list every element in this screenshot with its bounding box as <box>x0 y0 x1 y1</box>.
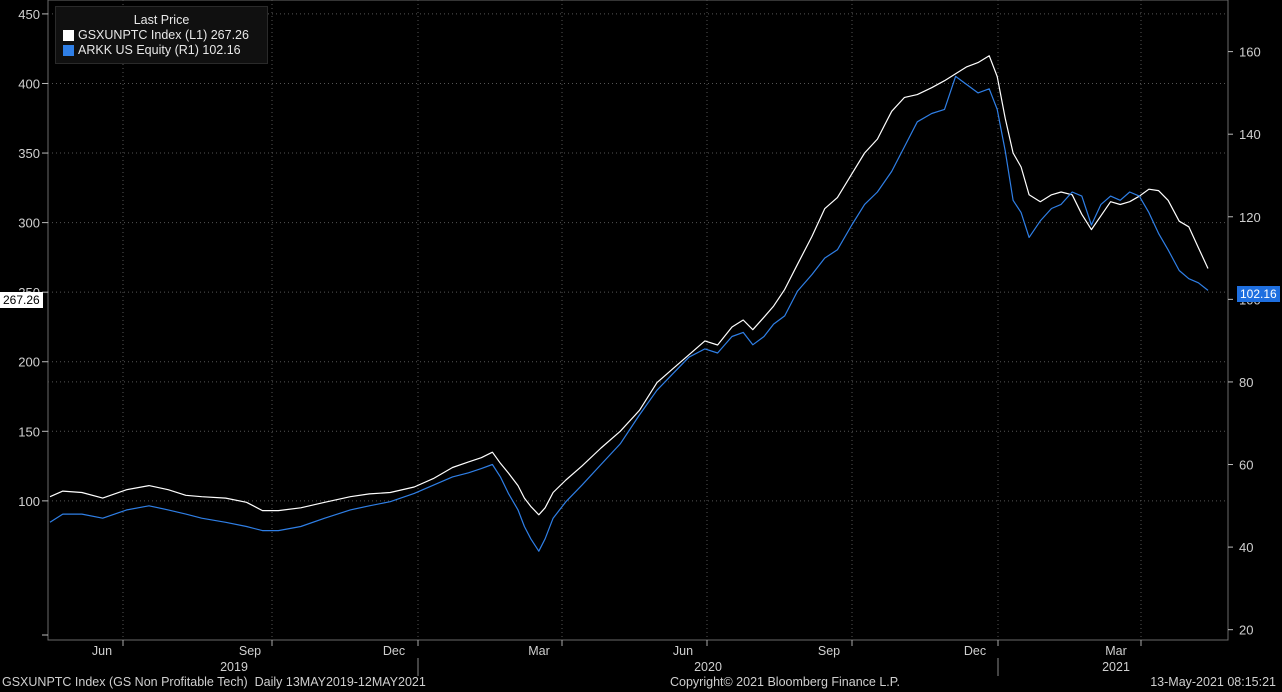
x-axis-month-label: Jun <box>673 644 693 658</box>
footer-copyright: Copyright© 2021 Bloomberg Finance L.P. <box>670 675 900 689</box>
legend-last-value: 267.26 <box>210 28 249 42</box>
footer-description: GSXUNPTC Index (GS Non Profitable Tech) … <box>2 675 426 689</box>
left-last-value-label: 267.26 <box>0 292 43 308</box>
left-axis-tick-label: 150 <box>18 424 40 439</box>
legend-axis: (L1) <box>185 28 208 42</box>
series-line-arkk <box>49 75 1209 552</box>
x-axis-year-label: 2020 <box>694 660 722 674</box>
x-axis-month-label: Dec <box>383 644 405 658</box>
x-axis-year-label: 2021 <box>1102 660 1130 674</box>
legend-axis: (R1) <box>174 43 199 57</box>
right-axis-tick-label: 120 <box>1239 210 1261 225</box>
left-axis-tick-label: 300 <box>18 216 40 231</box>
legend-item-arkk[interactable]: ARKK US Equity (R1) 102.16 <box>63 43 267 57</box>
legend-swatch-blue <box>63 44 74 56</box>
right-axis-tick-label: 40 <box>1239 540 1253 555</box>
chart-legend: Last Price GSXUNPTC Index (L1) 267.26 AR… <box>55 6 268 64</box>
x-axis-year-label: 2019 <box>220 660 248 674</box>
legend-ticker: ARKK US Equity <box>78 43 172 57</box>
series-line-gsxunptc <box>49 55 1209 516</box>
x-axis-month-label: Mar <box>528 644 550 658</box>
right-axis-tick-label: 20 <box>1239 623 1253 638</box>
right-axis-tick-label: 60 <box>1239 458 1253 473</box>
right-last-value-label: 102.16 <box>1237 286 1280 302</box>
left-axis-tick-label: 450 <box>18 7 40 22</box>
footer-timestamp: 13-May-2021 08:15:21 <box>1150 675 1276 689</box>
legend-swatch-white <box>63 29 74 41</box>
legend-item-gsxunptc[interactable]: GSXUNPTC Index (L1) 267.26 <box>63 28 267 42</box>
left-axis-tick-label: 400 <box>18 76 40 91</box>
left-axis-tick-label: 200 <box>18 355 40 370</box>
legend-title: Last Price <box>133 13 190 27</box>
x-axis-month-label: Dec <box>964 644 986 658</box>
x-axis-month-label: Jun <box>92 644 112 658</box>
legend-last-value: 102.16 <box>202 43 241 57</box>
left-axis-tick-label: 100 <box>18 494 40 509</box>
right-axis-tick-label: 80 <box>1239 375 1253 390</box>
right-axis-tick-label: 140 <box>1239 127 1261 142</box>
right-axis-tick-label: 160 <box>1239 45 1261 60</box>
x-axis-month-label: Sep <box>818 644 840 658</box>
x-axis-month-label: Mar <box>1105 644 1127 658</box>
x-axis-month-label: Sep <box>239 644 261 658</box>
legend-ticker: GSXUNPTC Index <box>78 28 182 42</box>
plot-frame <box>47 0 1229 641</box>
left-axis-tick-label: 350 <box>18 146 40 161</box>
